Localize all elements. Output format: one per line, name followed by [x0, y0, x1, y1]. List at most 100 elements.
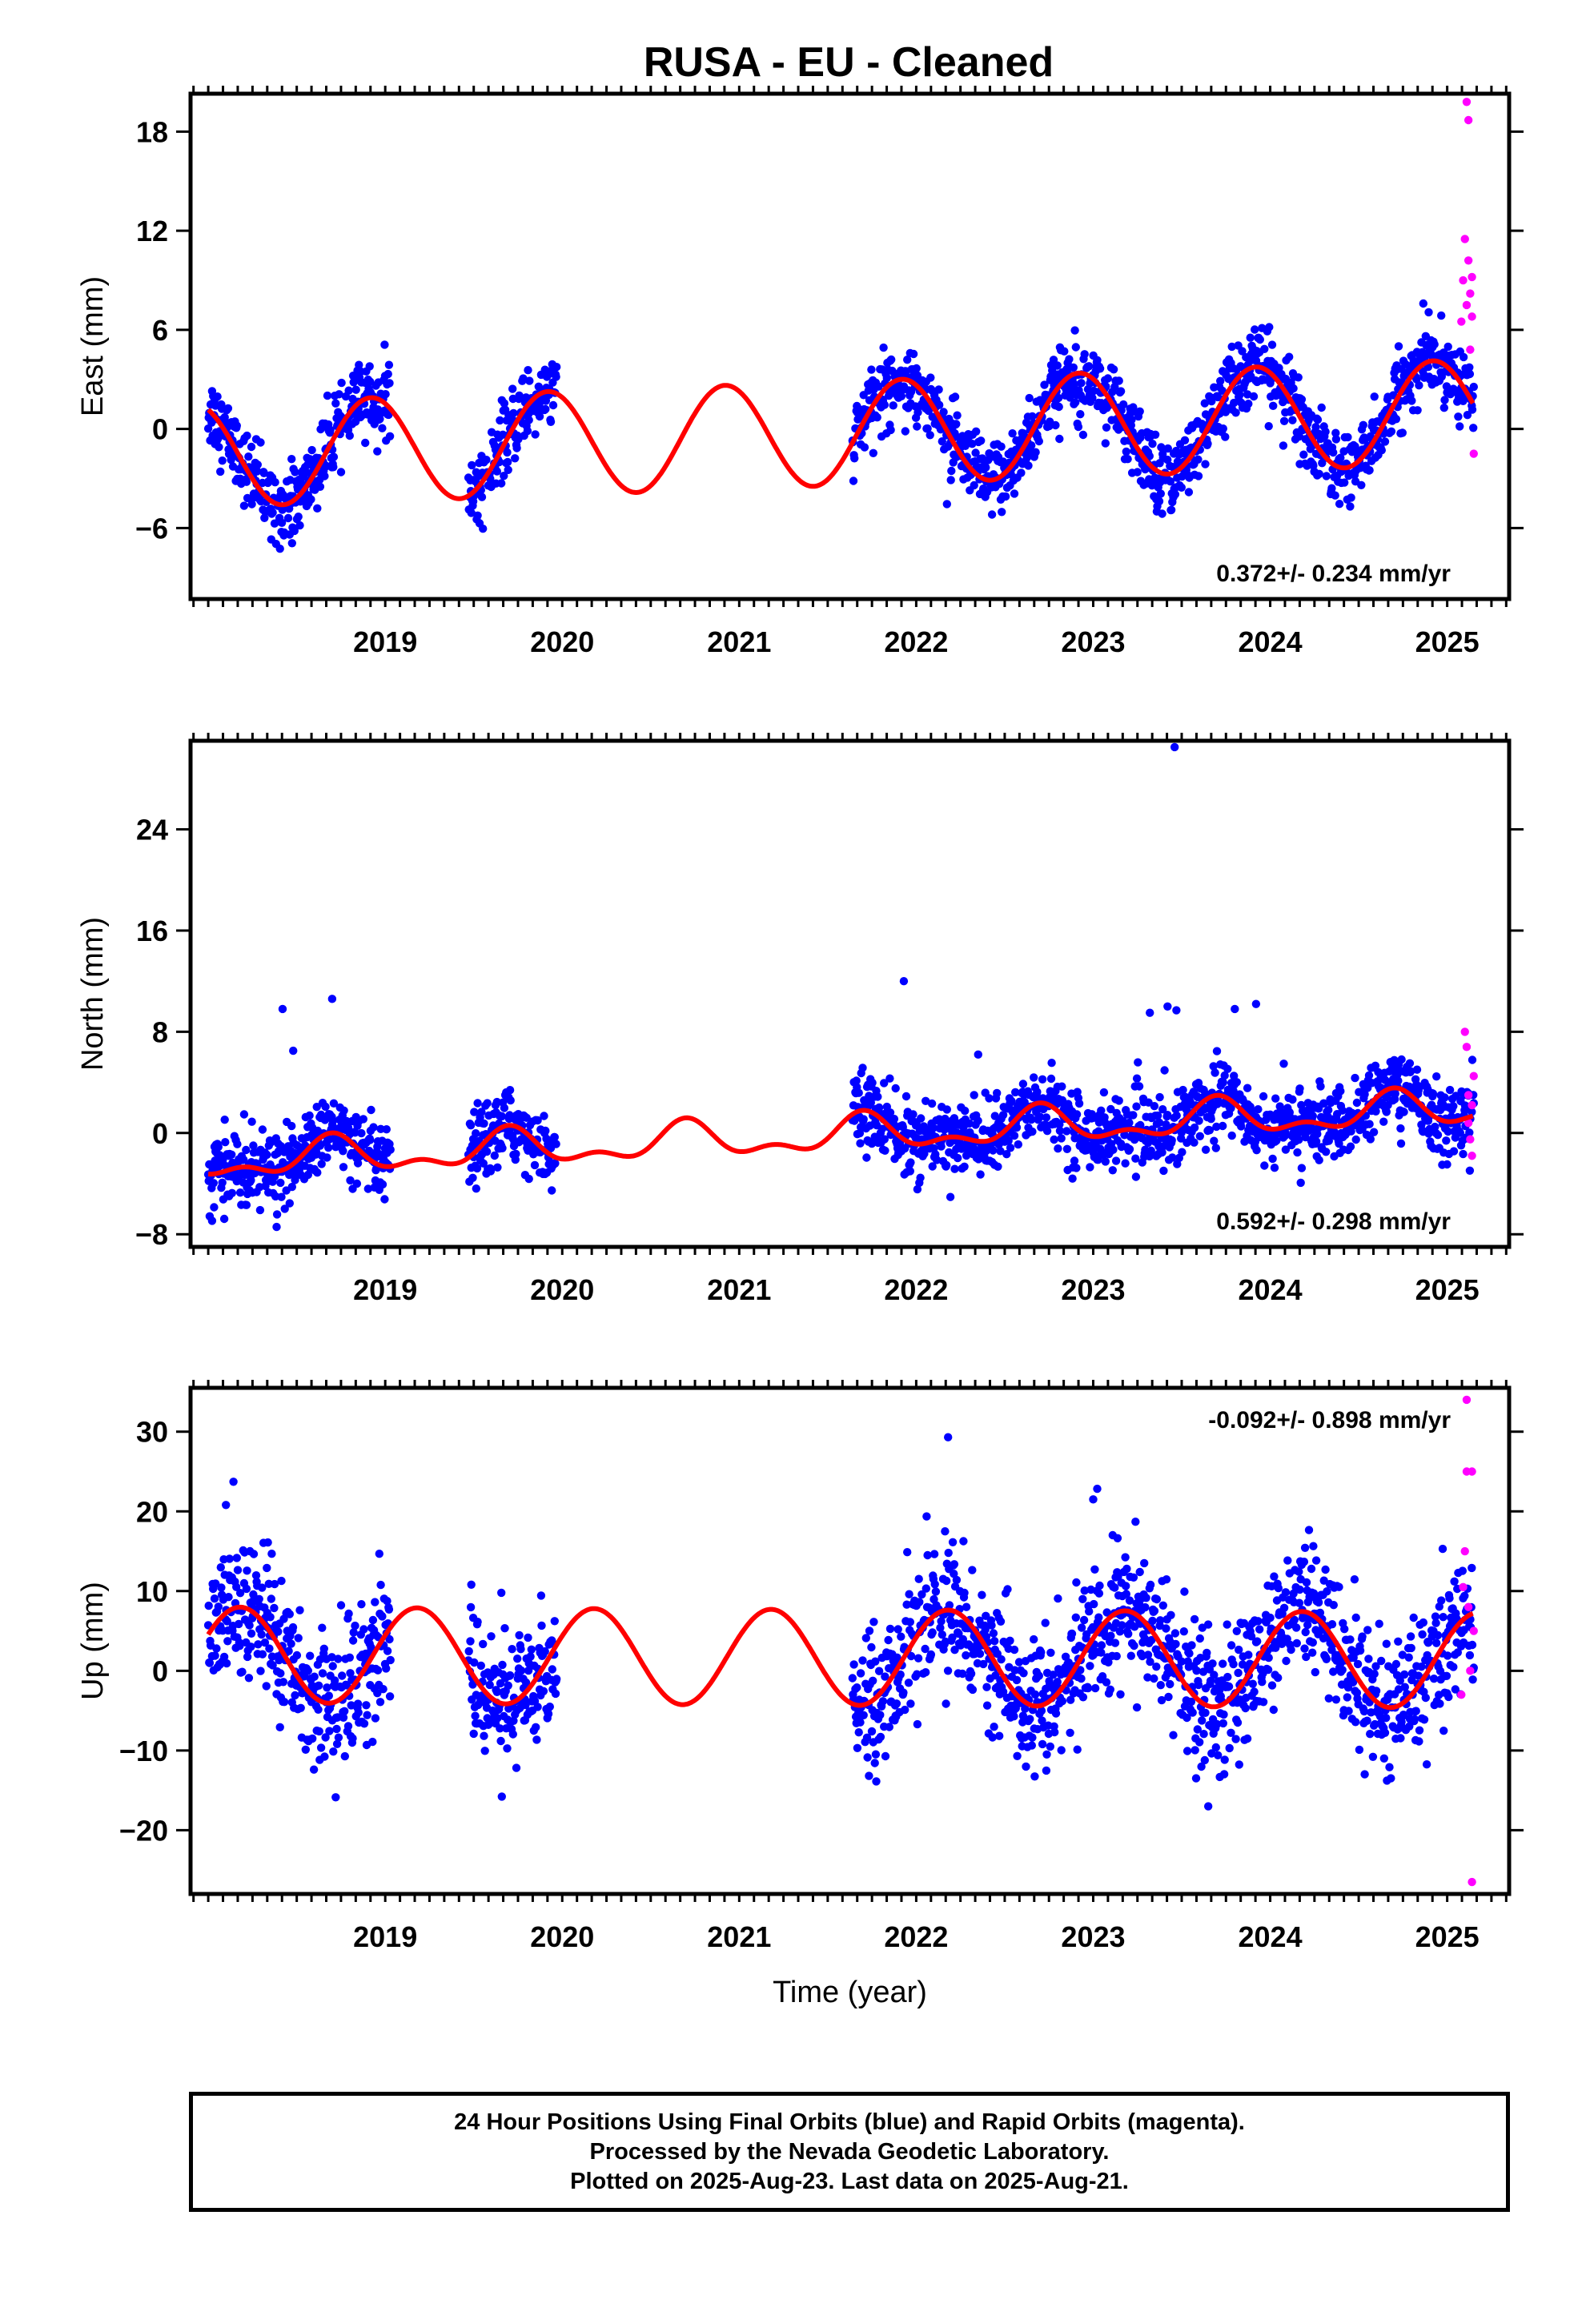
- final-orbit-point: [950, 1560, 959, 1569]
- final-orbit-point: [1445, 1085, 1455, 1095]
- final-orbit-point: [974, 1116, 982, 1125]
- final-orbit-point: [1269, 401, 1278, 410]
- final-orbit-point: [500, 399, 509, 408]
- final-orbit-point: [997, 1655, 1006, 1664]
- final-orbit-point: [1260, 1161, 1269, 1170]
- final-orbit-point: [1162, 1624, 1170, 1633]
- final-orbit-point: [962, 1602, 971, 1611]
- final-orbit-point: [303, 1667, 312, 1675]
- final-orbit-point: [275, 1723, 284, 1731]
- final-orbit-point: [990, 1723, 998, 1731]
- final-orbit-point: [1142, 1594, 1150, 1602]
- final-orbit-point: [1297, 1164, 1307, 1172]
- final-orbit-point: [1050, 1727, 1059, 1737]
- final-orbit-point: [1419, 299, 1428, 308]
- rapid-orbit-point: [1468, 312, 1476, 321]
- final-orbit-point: [524, 1174, 533, 1184]
- final-orbit-point: [868, 1078, 877, 1088]
- final-orbit-point: [287, 539, 296, 548]
- final-orbit-point: [1031, 448, 1040, 456]
- final-orbit-point: [1188, 1708, 1197, 1717]
- final-orbit-point: [959, 1537, 968, 1546]
- final-orbit-point: [1211, 1743, 1221, 1752]
- final-orbit-point: [546, 417, 556, 426]
- final-orbit-point: [1329, 448, 1338, 457]
- final-orbit-point: [1152, 1594, 1162, 1604]
- final-orbit-point: [209, 1179, 218, 1188]
- final-orbit-point: [551, 1159, 560, 1168]
- final-orbit-point: [1097, 1106, 1106, 1116]
- final-orbit-point: [1178, 1148, 1186, 1156]
- final-orbit-point: [287, 1639, 295, 1648]
- final-orbit-point: [1268, 1154, 1277, 1164]
- final-orbit-point: [1086, 1163, 1094, 1172]
- final-orbit-point: [351, 1621, 359, 1630]
- final-orbit-point: [929, 1124, 938, 1132]
- final-orbit-point: [1200, 1755, 1210, 1765]
- final-orbit-point: [1070, 326, 1079, 335]
- final-orbit-point: [1133, 468, 1142, 476]
- final-orbit-point: [315, 482, 325, 491]
- final-orbit-point: [1321, 427, 1330, 436]
- final-orbit-point: [339, 1163, 348, 1172]
- final-orbit-point: [533, 1116, 542, 1125]
- final-orbit-point: [530, 1160, 540, 1170]
- final-orbit-point: [223, 1637, 232, 1646]
- final-orbit-point: [292, 1651, 302, 1660]
- final-orbit-point: [982, 463, 990, 472]
- final-orbit-point: [1190, 1614, 1199, 1624]
- final-orbit-point: [921, 1668, 930, 1677]
- final-orbit-point: [930, 1550, 939, 1558]
- panel-east: 2019 2020 2021 2022 2023 2024 2025−6061218East…: [76, 86, 1524, 658]
- final-orbit-point: [897, 1632, 905, 1641]
- final-orbit-point: [931, 1587, 941, 1596]
- final-orbit-point: [249, 1141, 258, 1150]
- final-orbit-point: [325, 1727, 334, 1735]
- final-orbit-point: [1172, 1006, 1181, 1015]
- final-orbit-point: [1054, 1144, 1062, 1153]
- final-orbit-point: [323, 391, 332, 400]
- final-orbit-point: [1172, 1111, 1181, 1120]
- final-orbit-point: [479, 1639, 488, 1649]
- final-orbit-point: [1269, 1705, 1279, 1715]
- final-orbit-point: [1191, 1746, 1199, 1755]
- final-orbit-point: [1231, 1004, 1239, 1014]
- final-orbit-point: [515, 1630, 524, 1640]
- final-orbit-point: [359, 1625, 368, 1634]
- final-orbit-point: [1051, 1709, 1061, 1718]
- final-orbit-point: [503, 457, 512, 467]
- final-orbit-point: [953, 411, 962, 420]
- final-orbit-point: [287, 1121, 296, 1131]
- final-orbit-point: [1132, 1703, 1142, 1712]
- final-orbit-point: [238, 1667, 247, 1676]
- final-orbit-point: [380, 1195, 389, 1204]
- final-orbit-point: [1255, 1625, 1264, 1634]
- final-orbit-point: [1187, 1641, 1196, 1650]
- final-orbit-point: [1071, 1613, 1081, 1622]
- final-orbit-point: [513, 1655, 522, 1663]
- final-orbit-point: [375, 1550, 383, 1558]
- final-orbit-point: [357, 1128, 366, 1138]
- final-orbit-point: [1380, 437, 1390, 446]
- final-orbit-point: [247, 1176, 255, 1185]
- final-orbit-point: [1042, 1766, 1051, 1775]
- final-orbit-point: [550, 1132, 559, 1142]
- final-orbit-point: [1034, 1671, 1044, 1680]
- final-orbit-point: [1078, 430, 1088, 440]
- final-orbit-point: [1397, 1055, 1406, 1064]
- final-orbit-point: [909, 1110, 917, 1119]
- final-orbit-point: [1351, 442, 1359, 451]
- final-orbit-point: [901, 1092, 911, 1101]
- final-orbit-point: [329, 463, 338, 472]
- final-orbit-point: [1150, 1102, 1159, 1111]
- final-orbit-point: [1166, 505, 1176, 514]
- final-orbit-point: [1295, 432, 1304, 441]
- final-orbit-point: [897, 392, 906, 400]
- final-orbit-point: [541, 404, 550, 414]
- final-orbit-point: [990, 1637, 999, 1646]
- final-orbit-point: [1095, 1581, 1104, 1590]
- final-orbit-point: [1062, 1144, 1072, 1154]
- final-orbit-point: [277, 1576, 286, 1586]
- final-orbit-point: [1121, 1553, 1130, 1562]
- final-orbit-point: [1243, 1734, 1252, 1743]
